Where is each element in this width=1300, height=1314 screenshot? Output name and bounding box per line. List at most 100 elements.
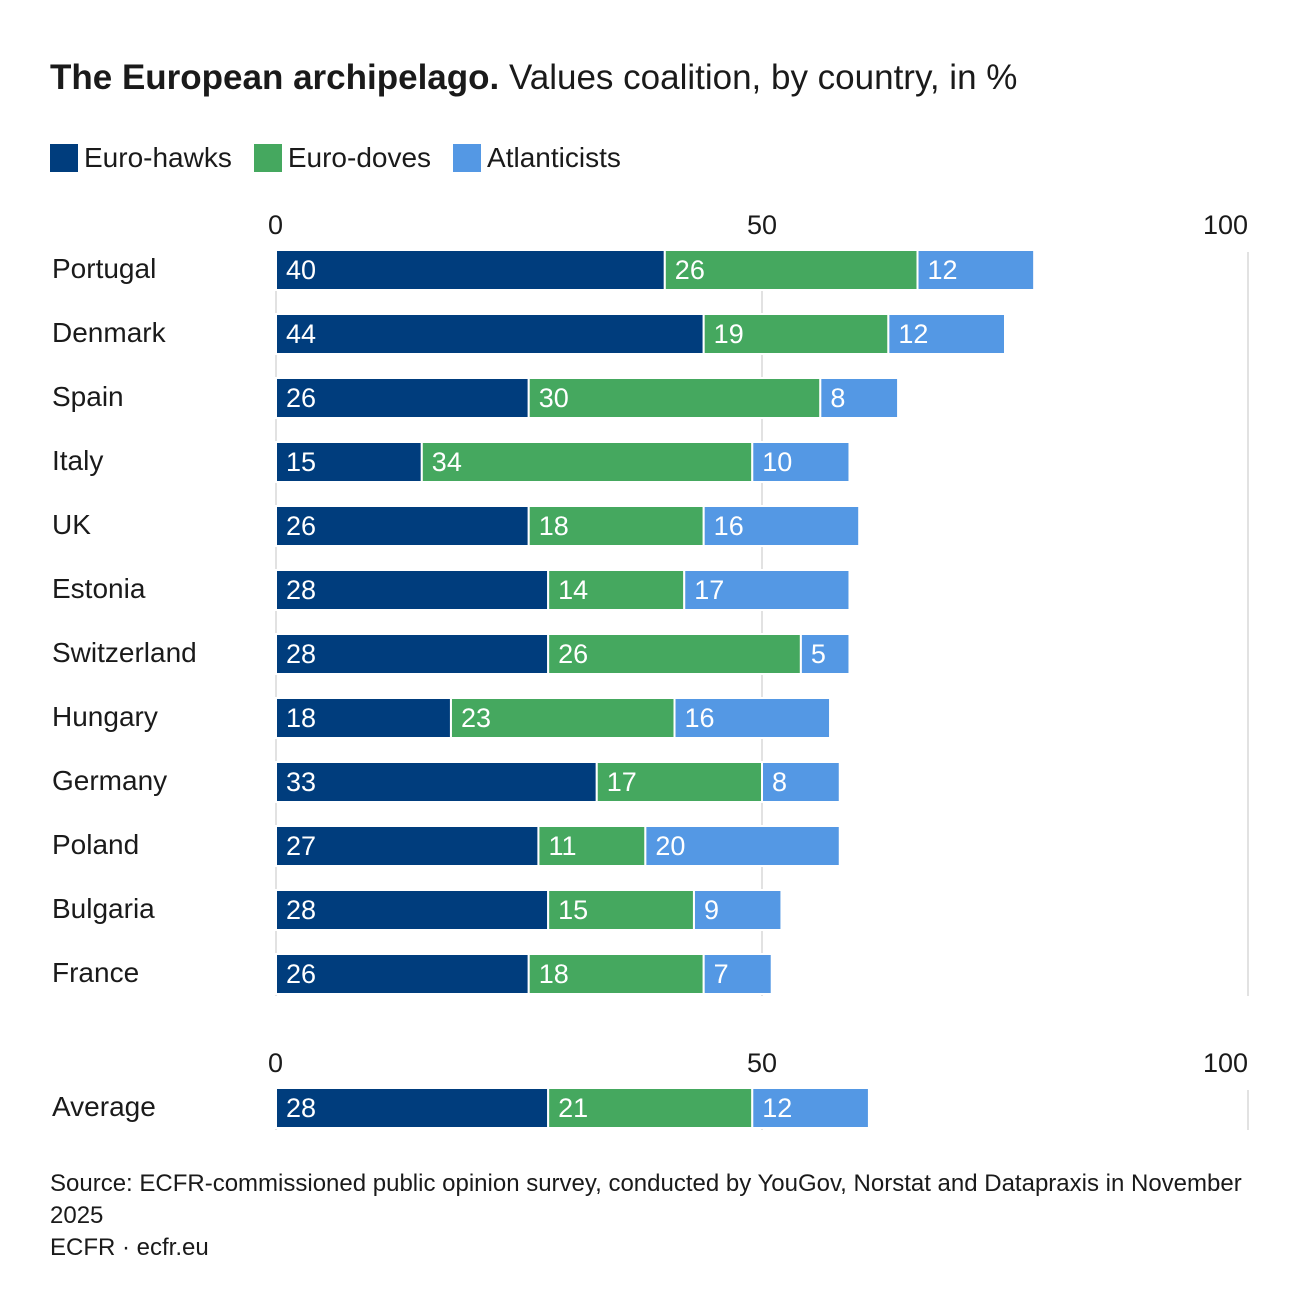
legend-swatch-euro-doves (253, 144, 282, 172)
bar-segment-euro-hawks (275, 697, 452, 739)
data-label: 18 (286, 703, 316, 733)
data-label: 34 (432, 447, 462, 477)
x-tick-label: 50 (747, 210, 777, 240)
bar-segment-atlanticists (702, 953, 773, 995)
data-label: 18 (539, 959, 569, 989)
category-label-bulgaria: Bulgaria (52, 893, 155, 924)
data-label: 9 (704, 895, 719, 925)
bar-segment-euro-hawks (275, 569, 550, 611)
legend-item-euro-doves: Euro-doves (253, 140, 432, 176)
bar-segment-euro-doves (527, 377, 822, 419)
category-label-portugal: Portugal (52, 253, 156, 284)
x-tick-label: 0 (268, 210, 283, 240)
bar-segment-euro-hawks (275, 505, 530, 547)
x-tick-label: 100 (1203, 1048, 1248, 1078)
bar-segment-euro-doves (547, 569, 686, 611)
bar-segment-atlanticists (673, 697, 832, 739)
data-label: 26 (558, 639, 588, 669)
bar-segment-atlanticists (887, 313, 1006, 355)
legend: Euro-hawks Euro-doves Atlanticists (50, 140, 643, 176)
category-label-estonia: Estonia (52, 573, 146, 604)
data-label: 17 (694, 575, 724, 605)
x-tick-label: 0 (268, 1048, 283, 1078)
bar-segment-euro-hawks (275, 633, 550, 675)
category-label-average: Average (52, 1091, 156, 1122)
chart-title-bold: The European archipelago. (50, 58, 500, 97)
data-label: 26 (286, 383, 316, 413)
bar-segment-euro-doves (527, 505, 705, 547)
bar-segment-atlanticists (751, 1087, 870, 1129)
bar-segment-euro-hawks (275, 889, 550, 931)
data-label: 28 (286, 639, 316, 669)
category-label-poland: Poland (52, 829, 139, 860)
data-label: 20 (655, 831, 685, 861)
data-label: 23 (461, 703, 491, 733)
data-label: 8 (772, 767, 787, 797)
category-label-hungary: Hungary (52, 701, 158, 732)
data-label: 11 (548, 831, 576, 861)
data-label: 28 (286, 1093, 316, 1123)
source-note: Source: ECFR-commissioned public opinion… (50, 1170, 1242, 1229)
data-label: 26 (286, 511, 316, 541)
bar-segment-atlanticists (683, 569, 851, 611)
bar-segment-euro-hawks (275, 377, 530, 419)
bar-segment-atlanticists (799, 633, 851, 675)
chart-title: The European archipelago. Values coaliti… (50, 56, 1017, 100)
legend-label-euro-hawks: Euro-hawks (84, 142, 232, 173)
data-label: 12 (898, 319, 928, 349)
bar-segment-euro-doves (547, 1087, 754, 1129)
x-tick-label: 100 (1203, 210, 1248, 240)
category-label-germany: Germany (52, 765, 167, 796)
legend-label-atlanticists: Atlanticists (487, 142, 621, 173)
bar-segment-euro-hawks (275, 953, 530, 995)
data-label: 14 (558, 575, 588, 605)
bar-segment-atlanticists (702, 505, 861, 547)
bar-segment-euro-hawks (275, 825, 540, 867)
bar-segment-euro-hawks (275, 249, 666, 291)
data-label: 8 (830, 383, 845, 413)
bar-segment-atlanticists (761, 761, 841, 803)
bar-segment-atlanticists (819, 377, 900, 419)
bar-segment-euro-doves (702, 313, 890, 355)
data-label: 28 (286, 895, 316, 925)
bar-segment-euro-doves (547, 889, 695, 931)
bar-segment-atlanticists (644, 825, 841, 867)
data-label: 19 (714, 319, 744, 349)
category-label-france: France (52, 957, 139, 988)
data-label: 18 (539, 511, 569, 541)
data-label: 15 (558, 895, 588, 925)
legend-item-euro-hawks: Euro-hawks (50, 140, 232, 176)
bar-segment-euro-doves (663, 249, 919, 291)
bar-segment-euro-doves (547, 633, 802, 675)
data-label: 40 (286, 255, 316, 285)
data-label: 10 (762, 447, 792, 477)
category-label-denmark: Denmark (52, 317, 167, 348)
data-label: 27 (286, 831, 316, 861)
data-label: 12 (928, 255, 958, 285)
data-label: 7 (714, 959, 729, 989)
chart-subtitle: Values coalition, by country, in % (499, 58, 1018, 97)
data-label: 26 (675, 255, 705, 285)
data-label: 28 (286, 575, 316, 605)
x-tick-label: 50 (747, 1048, 777, 1078)
bar-segment-euro-doves (595, 761, 764, 803)
legend-item-atlanticists: Atlanticists (453, 140, 621, 176)
bar-segment-euro-hawks (275, 761, 598, 803)
bar-segment-euro-hawks (275, 313, 705, 355)
data-label: 30 (539, 383, 569, 413)
data-label: 17 (607, 767, 637, 797)
legend-label-euro-doves: Euro-doves (287, 142, 432, 173)
data-label: 12 (762, 1093, 792, 1123)
bar-segment-euro-hawks (275, 1087, 550, 1129)
legend-swatch-atlanticists (453, 144, 482, 172)
data-label: 21 (558, 1093, 588, 1123)
category-label-italy: Italy (52, 445, 103, 476)
credit-line: ECFR · ecfr.eu (50, 1234, 209, 1261)
category-label-switzerland: Switzerland (52, 637, 197, 668)
data-label: 44 (286, 319, 316, 349)
bar-segment-atlanticists (916, 249, 1036, 291)
footer: Source: ECFR-commissioned public opinion… (50, 1168, 1250, 1264)
data-label: 15 (286, 447, 316, 477)
bar-segment-atlanticists (692, 889, 783, 931)
